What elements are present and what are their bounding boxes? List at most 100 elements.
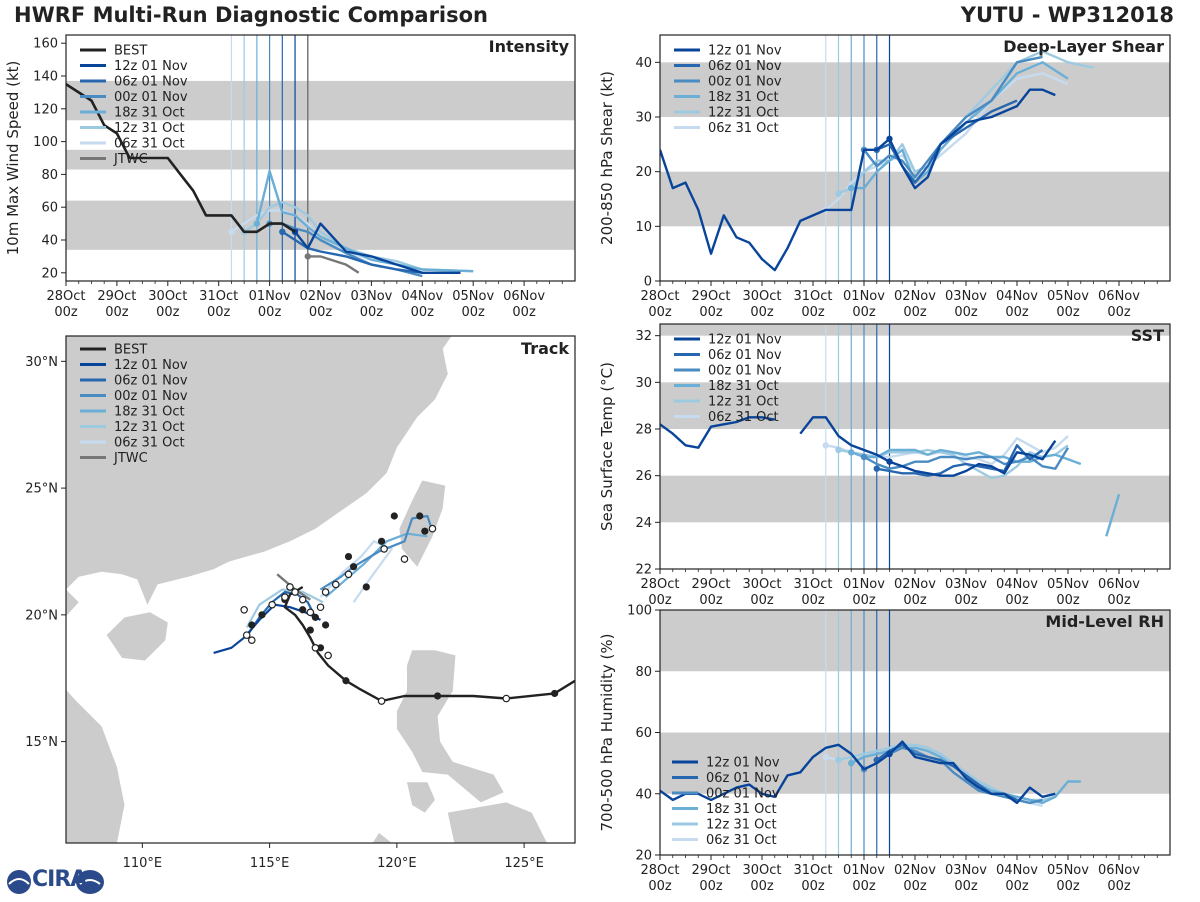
series-line-18z-31-Oct xyxy=(850,448,1082,466)
y-tick-label: 32 xyxy=(635,329,652,344)
x-tick-label: 31Oct xyxy=(793,577,832,592)
x-tick-label: 02Nov xyxy=(894,863,936,878)
series-line-12z-01-Nov xyxy=(660,88,1056,272)
x-tick-label: 31Oct xyxy=(793,289,832,304)
legend-label: 06z 31 Oct xyxy=(708,121,779,136)
legend-label: 12z 31 Oct xyxy=(708,395,779,410)
track-point-filled xyxy=(344,552,353,561)
track-line-06z-01-Nov xyxy=(248,590,317,634)
series-line-extra xyxy=(1105,493,1121,537)
x-tick-label: 00z xyxy=(462,305,486,320)
luzon-island xyxy=(396,650,504,803)
x-tick-label: 03Nov xyxy=(945,577,987,592)
legend-label: 18z 31 Oct xyxy=(708,379,779,394)
init-marker xyxy=(886,135,893,143)
x-tick-label: 30Oct xyxy=(742,577,781,592)
palawan-island xyxy=(372,832,392,843)
y-tick-label: 40 xyxy=(635,56,652,71)
x-tick-label: 00z xyxy=(309,305,333,320)
legend-label: 00z 01 Nov xyxy=(708,364,782,379)
legend-label: 06z 31 Oct xyxy=(114,137,185,152)
x-tick-label: 04Nov xyxy=(996,863,1038,878)
x-tick-label: 01Nov xyxy=(249,289,291,304)
init-marker xyxy=(835,756,842,764)
track-panel: Track 110°E 115°E 120°E 125°E 15°N 20°N 25°N 30°… xyxy=(25,335,576,871)
y-tick-label: 30°N xyxy=(25,355,58,370)
threshold-band xyxy=(660,732,1170,794)
init-marker xyxy=(886,750,893,758)
x-tick-label: 00z xyxy=(852,593,876,608)
legend-label: BEST xyxy=(114,44,147,59)
x-tick-label: 00z xyxy=(1005,879,1029,894)
legend-label: JTWC xyxy=(113,152,148,167)
x-tick-label: 03Nov xyxy=(945,863,987,878)
x-tick-label: 00z xyxy=(750,879,774,894)
track-point-open xyxy=(400,555,409,563)
x-tick-label: 05Nov xyxy=(1047,289,1089,304)
shear-panel: Deep-Layer Shear 0 10 20 30 40 200-850 hPa She… xyxy=(598,34,1171,320)
track-point-filled xyxy=(311,613,320,621)
x-tick-label: 05Nov xyxy=(452,289,494,304)
x-tick-label: 00z xyxy=(750,305,774,320)
x-tick-label: 00z xyxy=(699,879,723,894)
legend-label: 06z 01 Nov xyxy=(706,771,780,786)
x-tick-label: 04Nov xyxy=(401,289,443,304)
rh-title: Mid-Level RH xyxy=(1045,612,1164,631)
track-point-open xyxy=(344,570,353,579)
legend-label: 00z 01 Nov xyxy=(114,90,188,105)
x-tick-label: 00z xyxy=(360,305,384,320)
track-line-06z-31-Oct xyxy=(319,540,393,603)
y-tick-label: 80 xyxy=(635,665,652,680)
y-tick-label: 160 xyxy=(33,37,58,52)
logo-text: CIRA xyxy=(32,867,87,892)
x-tick-label: 00z xyxy=(801,593,825,608)
track-point-filled xyxy=(421,527,429,535)
y-tick-label: 140 xyxy=(33,70,58,85)
y-tick-label: 30 xyxy=(635,111,652,126)
storm-title: YUTU - WP312018 xyxy=(960,3,1174,27)
y-tick-label: 20 xyxy=(41,266,58,281)
legend-label: 00z 01 Nov xyxy=(114,389,188,404)
y-tick-label: 100 xyxy=(33,135,58,150)
y-tick-label: 40 xyxy=(41,234,58,249)
y-tick-label: 100 xyxy=(627,604,652,619)
x-tick-label: 00z xyxy=(411,305,435,320)
x-tick-label: 00z xyxy=(801,879,825,894)
track-point-open xyxy=(298,595,307,604)
threshold-band xyxy=(66,80,575,121)
intensity-plot-area xyxy=(66,35,575,281)
x-tick-label: 00z xyxy=(852,305,876,320)
x-tick-label: 00z xyxy=(54,305,78,320)
y-axis-label: 700-500 hPa Humidity (%) xyxy=(598,633,616,831)
threshold-band xyxy=(660,62,1170,117)
init-marker xyxy=(860,453,868,461)
legend-label: 12z 31 Oct xyxy=(706,818,777,833)
y-axis-label: 200-850 hPa Shear (kt) xyxy=(598,71,616,245)
x-tick-label: 00z xyxy=(903,879,927,894)
x-tick-label: 00z xyxy=(648,593,672,608)
x-tick-label: 02Nov xyxy=(894,289,936,304)
x-tick-label: 00z xyxy=(648,305,672,320)
init-marker xyxy=(835,446,842,454)
track-point-open xyxy=(428,524,437,533)
track-point-open xyxy=(380,545,388,553)
x-tick-label: 110°E xyxy=(123,856,163,871)
x-tick-label: 03Nov xyxy=(350,289,392,304)
track-point-open xyxy=(306,608,315,617)
x-tick-label: 05Nov xyxy=(1047,577,1089,592)
x-tick-label: 120°E xyxy=(377,856,417,871)
init-marker xyxy=(848,759,855,767)
series-line-12z-01-Nov xyxy=(294,222,461,274)
track-point-open xyxy=(316,603,325,612)
x-tick-label: 02Nov xyxy=(894,577,936,592)
track-point-open xyxy=(247,636,256,645)
y-tick-label: 60 xyxy=(41,201,58,216)
init-marker xyxy=(835,190,842,197)
x-tick-label: 01Nov xyxy=(843,289,885,304)
track-point-filled xyxy=(377,537,386,545)
x-tick-label: 00z xyxy=(801,305,825,320)
track-point-open xyxy=(502,694,511,703)
x-tick-label: 00z xyxy=(750,593,774,608)
init-marker xyxy=(848,184,855,192)
init-marker xyxy=(848,449,855,456)
